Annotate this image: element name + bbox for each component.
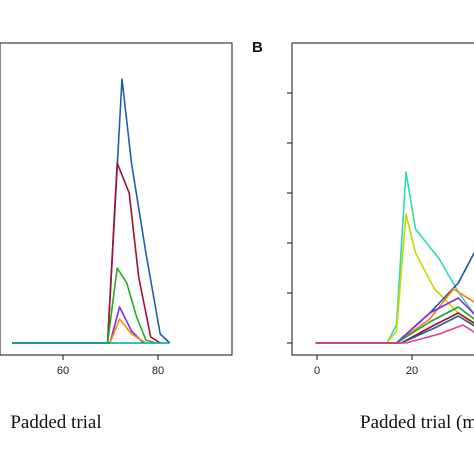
panel-b-series-line-3 (315, 288, 474, 344)
panel-b-xlabel-text: Padded trial (mutual (360, 412, 474, 433)
panel-b-frame (291, 42, 474, 356)
panel-a-xtick-label-0: 60 (57, 365, 69, 377)
panel-b-xlabel: Padded trial (mutual (360, 412, 474, 433)
panel-b-ytick-group (287, 92, 292, 344)
panel-a-series-line-2 (12, 267, 156, 344)
panel-b: B 0 20 Padded trial (mutual (252, 39, 474, 433)
panel-b-letter: B (252, 39, 263, 56)
panel-b-xtick-label-1: 20 (406, 365, 418, 377)
panel-b-series-group (315, 171, 474, 344)
panel-a-xlabel: Padded trial (10, 412, 101, 433)
panel-a-frame (0, 42, 233, 356)
panel-a: 60 80 Padded trial (0, 42, 233, 433)
panel-a-xtick-label-1: 80 (152, 365, 164, 377)
panel-a-series-group (12, 78, 171, 344)
panel-a-series-line-0 (12, 78, 171, 344)
panel-b-series-line-8 (315, 324, 474, 344)
panel-a-series-line-1 (12, 162, 161, 344)
panel-b-xtick-label-0: 0 (314, 365, 320, 377)
panel-b-series-line-5 (315, 306, 474, 344)
panel-a-series-line-4 (12, 318, 147, 344)
